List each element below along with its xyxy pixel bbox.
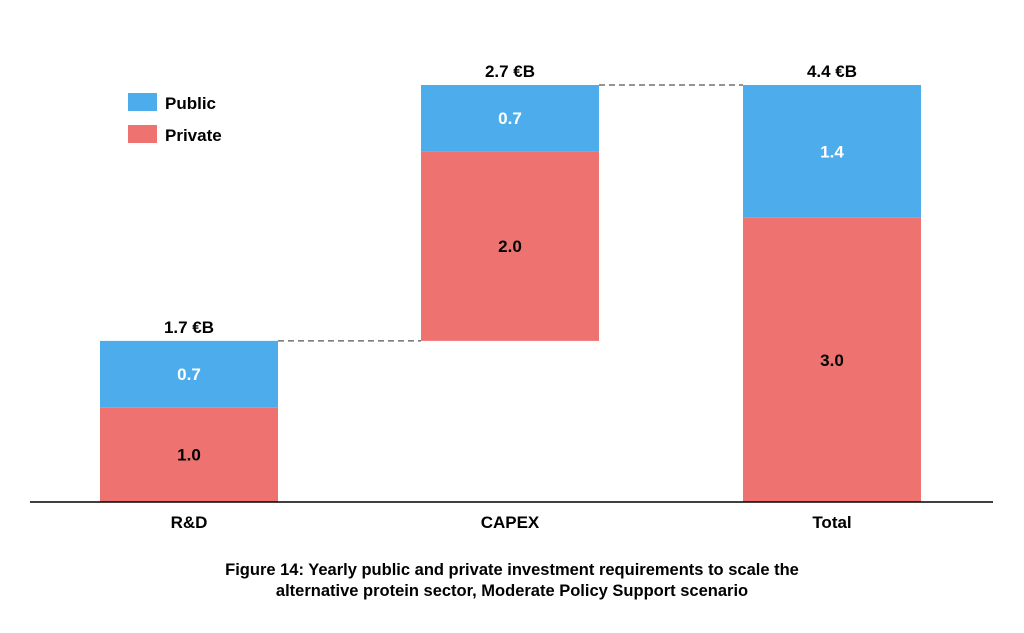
x-tick-label: CAPEX bbox=[481, 513, 540, 532]
waterfall-chart: 1.0 0.7 1.7 €B 2.0 0.7 2.7 €B 3.0 1.4 4.4 €B R&D… bbox=[30, 62, 993, 532]
caption-line-2: alternative protein sector, Moderate Pol… bbox=[275, 582, 749, 600]
legend-swatch-public bbox=[128, 93, 157, 111]
total-label: 1.7 €B bbox=[164, 318, 214, 337]
data-label-private: 1.0 bbox=[177, 446, 201, 465]
data-label-public: 0.7 bbox=[498, 109, 522, 128]
data-label-private: 2.0 bbox=[498, 237, 522, 256]
legend: Public Private bbox=[128, 93, 222, 145]
x-axis-ticks: R&D CAPEX Total bbox=[171, 513, 852, 532]
legend-swatch-private bbox=[128, 125, 157, 143]
bar-segment-private bbox=[743, 217, 921, 502]
bar-segment-private bbox=[421, 151, 599, 341]
bar-group: 1.0 0.7 1.7 €B 2.0 0.7 2.7 €B 3.0 1.4 4.4 €B bbox=[100, 62, 921, 502]
data-label-private: 3.0 bbox=[820, 351, 844, 370]
total-label: 2.7 €B bbox=[485, 62, 535, 81]
legend-label-private: Private bbox=[165, 126, 222, 145]
data-label-public: 0.7 bbox=[177, 365, 201, 384]
legend-label-public: Public bbox=[165, 94, 216, 113]
caption-line-1: Figure 14: Yearly public and private inv… bbox=[225, 561, 799, 579]
bar-segment-public bbox=[743, 85, 921, 218]
connector-lines bbox=[278, 84, 743, 342]
x-tick-label: Total bbox=[812, 513, 851, 532]
bar-segment-private bbox=[100, 407, 278, 502]
x-tick-label: R&D bbox=[171, 513, 208, 532]
figure-caption: Figure 14: Yearly public and private inv… bbox=[0, 560, 1024, 602]
data-label-public: 1.4 bbox=[820, 142, 844, 161]
bar-segment-public bbox=[100, 340, 278, 408]
bar-segment-public bbox=[421, 85, 599, 152]
total-label: 4.4 €B bbox=[807, 62, 857, 81]
